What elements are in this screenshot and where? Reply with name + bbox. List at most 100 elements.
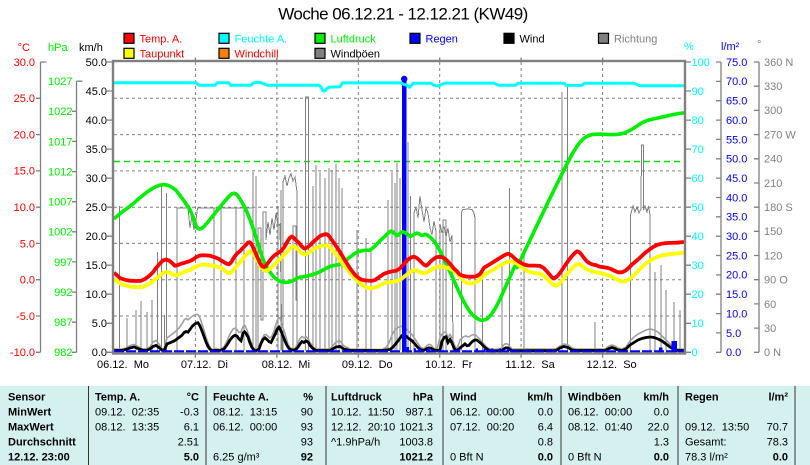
svg-text:1007: 1007	[48, 197, 72, 209]
svg-text:10.0: 10.0	[14, 202, 35, 214]
svg-text:5.0: 5.0	[726, 328, 741, 340]
svg-text:90 O: 90 O	[764, 275, 788, 287]
svg-text:1022: 1022	[48, 106, 72, 118]
svg-text:6.4: 6.4	[538, 421, 553, 433]
svg-text:180 S: 180 S	[764, 202, 793, 214]
svg-text:210: 210	[764, 178, 782, 190]
svg-text:Richtung: Richtung	[614, 33, 657, 45]
svg-text:150: 150	[764, 226, 782, 238]
svg-text:22.0: 22.0	[648, 421, 669, 433]
svg-text:hPa: hPa	[413, 391, 434, 403]
svg-text:0.0: 0.0	[654, 451, 669, 463]
svg-text:-10.0: -10.0	[10, 347, 35, 359]
svg-text:35.0: 35.0	[726, 212, 747, 224]
svg-text:78.3 l/m²: 78.3 l/m²	[685, 451, 728, 463]
svg-text:12.12. 23:00: 12.12. 23:00	[8, 451, 70, 463]
svg-text:1017: 1017	[48, 136, 72, 148]
svg-text:Temp. A.: Temp. A.	[95, 391, 140, 403]
svg-text:15.0: 15.0	[726, 289, 747, 301]
svg-text:2.51: 2.51	[178, 436, 199, 448]
svg-text:07.12. Di: 07.12. Di	[181, 359, 228, 371]
svg-text:10.0: 10.0	[86, 289, 107, 301]
svg-text:240: 240	[764, 154, 782, 166]
svg-text:0.0: 0.0	[538, 451, 553, 463]
svg-text:°: °	[757, 39, 761, 51]
svg-text:45.0: 45.0	[86, 86, 107, 98]
svg-text:Windböen: Windböen	[331, 48, 381, 60]
svg-text:992: 992	[54, 287, 72, 299]
svg-text:0.0: 0.0	[654, 406, 669, 418]
svg-text:45.0: 45.0	[726, 173, 747, 185]
svg-text:90: 90	[301, 406, 313, 418]
svg-text:Feuchte A.: Feuchte A.	[213, 391, 269, 403]
svg-text:Regen: Regen	[685, 391, 719, 403]
svg-text:Durchschnitt: Durchschnitt	[8, 436, 76, 448]
svg-text:30.0: 30.0	[726, 231, 747, 243]
svg-text:11.12. Sa: 11.12. Sa	[505, 359, 555, 371]
svg-text:Wind: Wind	[520, 33, 545, 45]
svg-text:70.0: 70.0	[726, 76, 747, 88]
svg-text:km/h: km/h	[79, 42, 103, 54]
svg-text:09.12. Do: 09.12. Do	[342, 359, 393, 371]
svg-text:330: 330	[764, 81, 782, 93]
svg-text:10: 10	[692, 318, 704, 330]
svg-text:Wind: Wind	[450, 391, 477, 403]
svg-text:20: 20	[692, 289, 704, 301]
svg-text:06.12. 00:00: 06.12. 00:00	[213, 421, 277, 433]
svg-text:0.0: 0.0	[538, 406, 553, 418]
svg-text:80: 80	[692, 115, 704, 127]
svg-text:1027: 1027	[48, 76, 72, 88]
svg-text:0 N: 0 N	[764, 347, 781, 359]
svg-text:30.0: 30.0	[14, 57, 35, 69]
svg-text:hPa: hPa	[48, 42, 68, 54]
svg-text:Luftdruck: Luftdruck	[331, 391, 383, 403]
svg-text:360 N: 360 N	[764, 57, 793, 69]
svg-text:0 Bft N: 0 Bft N	[450, 451, 484, 463]
svg-text:1021.3: 1021.3	[399, 421, 433, 433]
svg-text:5.0: 5.0	[92, 318, 107, 330]
svg-text:6.1: 6.1	[184, 421, 199, 433]
svg-text:100: 100	[692, 57, 710, 69]
svg-text:Regen: Regen	[426, 33, 458, 45]
svg-text:Windchill: Windchill	[235, 48, 279, 60]
svg-text:70: 70	[692, 144, 704, 156]
svg-text:5.0: 5.0	[184, 451, 199, 463]
svg-text:6.25 g/m³: 6.25 g/m³	[213, 451, 260, 463]
svg-text:60: 60	[692, 173, 704, 185]
svg-text:0.0: 0.0	[773, 451, 788, 463]
svg-text:40.0: 40.0	[726, 192, 747, 204]
svg-text:120: 120	[764, 250, 782, 262]
svg-text:10.12. 11:50: 10.12. 11:50	[331, 406, 394, 418]
svg-text:l/m²: l/m²	[721, 41, 740, 53]
svg-text:90: 90	[692, 86, 704, 98]
svg-text:km/h: km/h	[643, 391, 669, 403]
svg-text:30: 30	[692, 260, 704, 272]
svg-text:Feuchte A.: Feuchte A.	[235, 33, 288, 45]
svg-text:Luftdruck: Luftdruck	[331, 33, 377, 45]
svg-text:93: 93	[301, 436, 313, 448]
svg-text:%: %	[303, 391, 313, 403]
svg-text:08.12. 13:15: 08.12. 13:15	[213, 406, 277, 418]
svg-text:12.12. So: 12.12. So	[587, 359, 637, 371]
svg-text:0.0: 0.0	[92, 347, 107, 359]
svg-text:MaxWert: MaxWert	[8, 421, 54, 433]
svg-text:25.0: 25.0	[726, 250, 747, 262]
svg-text:12.12. 20:10: 12.12. 20:10	[331, 421, 395, 433]
svg-text:987.1: 987.1	[405, 406, 433, 418]
svg-text:10.0: 10.0	[726, 308, 747, 320]
svg-text:40: 40	[692, 231, 704, 243]
svg-text:06.12. 00:00: 06.12. 00:00	[568, 406, 632, 418]
svg-text:-5.0: -5.0	[16, 311, 35, 323]
svg-text:06.12. Mo: 06.12. Mo	[97, 359, 149, 371]
svg-text:25.0: 25.0	[86, 202, 107, 214]
svg-text:30.0: 30.0	[86, 173, 107, 185]
svg-text:270 W: 270 W	[764, 129, 796, 141]
svg-text:10.12. Fr: 10.12. Fr	[425, 359, 472, 371]
svg-text:Taupunkt: Taupunkt	[140, 48, 185, 60]
svg-text:07.12. 00:20: 07.12. 00:20	[450, 421, 514, 433]
svg-text:0.8: 0.8	[538, 436, 553, 448]
svg-text:55.0: 55.0	[726, 134, 747, 146]
svg-text:Temp. A.: Temp. A.	[140, 33, 183, 45]
svg-text:93: 93	[301, 421, 313, 433]
svg-text:78.3: 78.3	[767, 436, 788, 448]
